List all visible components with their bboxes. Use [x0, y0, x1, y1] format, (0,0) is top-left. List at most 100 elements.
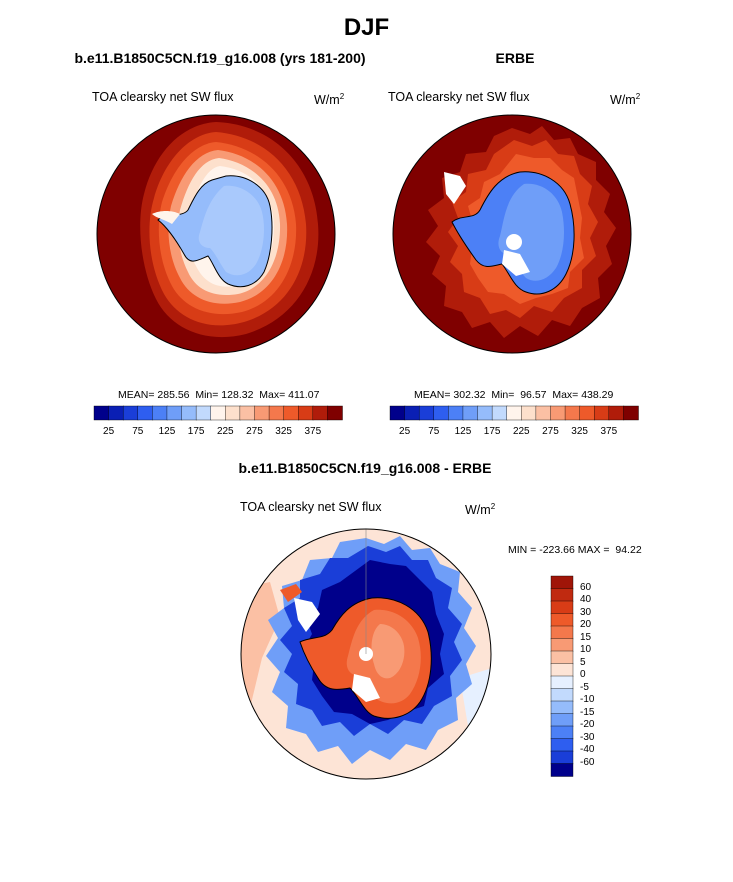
panel-diff-colorbar-tick-label: -20 [580, 719, 595, 730]
panel-diff-colorbar-tick-label: 40 [580, 594, 592, 605]
panel-model-colorbar-swatch [239, 405, 256, 421]
panel-diff-colorbar-tick-label: 10 [580, 644, 592, 655]
panel-diff-colorbar-swatch [550, 625, 574, 640]
panel-model-colorbar-tick-label: 25 [103, 426, 115, 437]
panel-diff-colorbar-swatch [550, 763, 574, 777]
panel-obs-colorbar-swatch [608, 405, 625, 421]
panel-model-title: b.e11.B1850C5CN.f19_g16.008 (yrs 181-200… [74, 50, 366, 66]
panel-obs-colorbar [389, 405, 639, 421]
panel-diff-colorbar-swatch [550, 613, 574, 627]
panel-diff-colorbar-ticks: 60 40 30 20 15 10 5 0 -5 -10 -15 -20 -30 -40 -60 [580, 576, 620, 776]
panel-model-colorbar-swatch [327, 405, 343, 421]
panel-model-colorbar-swatch [122, 405, 139, 421]
panel-model-colorbar [93, 405, 343, 421]
panel-obs-colorbar-tick-label: 175 [483, 426, 501, 437]
panel-diff-colorbar-tick-label: 20 [580, 619, 592, 630]
panel-obs-stats: MEAN= 302.32 Min= 96.57 Max= 438.29 [414, 389, 614, 401]
panel-obs-colorbar-tick-label: 125 [454, 426, 472, 437]
panel-diff-colorbar-tick-label: 60 [580, 581, 592, 593]
figure-title: DJF [343, 14, 390, 41]
panel-diff-colorbar-tick-label: -30 [580, 731, 595, 743]
panel-diff-colorbar-swatch [550, 713, 574, 727]
panel-diff-colorbar [550, 575, 574, 777]
panel-obs-colorbar-ticks: 25 75 125 175 225 275 325 375 [390, 426, 638, 440]
panel-model-colorbar-swatch [93, 405, 110, 421]
panel-model-colorbar-tick-label: 175 [187, 426, 205, 437]
panel-model-colorbar-swatch [166, 405, 183, 421]
panel-diff-colorbar-tick-label: -5 [580, 681, 589, 693]
panel-obs-colorbar-swatch [594, 405, 610, 421]
panel-model-colorbar-swatch [254, 405, 270, 421]
panel-diff-colorbar-swatch [550, 675, 574, 690]
panel-obs-colorbar-swatch [579, 405, 595, 421]
panel-obs-map [392, 114, 632, 354]
panel-diff-units: W/m2 [465, 502, 496, 518]
panel-model-colorbar-swatch [210, 405, 226, 421]
panel-obs-colorbar-tick-label: 375 [600, 426, 618, 437]
panel-diff-colorbar-tick-label: 5 [580, 656, 586, 668]
panel-diff-colorbar-swatch [550, 663, 574, 677]
panel-model-variable: TOA clearsky net SW flux [92, 90, 234, 104]
panel-model-colorbar-swatch [152, 405, 168, 421]
panel-obs-colorbar-swatch [477, 405, 493, 421]
panel-diff-colorbar-tick-label: 0 [580, 669, 586, 680]
panel-diff-colorbar-tick-label: 15 [580, 631, 592, 643]
panel-model-stats: MEAN= 285.56 Min= 128.32 Max= 411.07 [118, 389, 320, 401]
panel-diff-colorbar-tick-label: -60 [580, 756, 595, 768]
panel-model-colorbar-tick-label: 275 [246, 426, 263, 437]
panel-model-colorbar-swatch [312, 405, 329, 421]
panel-model-map [96, 114, 336, 354]
panel-model-colorbar-swatch [225, 405, 241, 421]
panel-model-colorbar-tick-label: 75 [132, 426, 144, 437]
panel-obs-colorbar-tick-label: 225 [512, 426, 530, 437]
panel-obs-colorbar-swatch [521, 405, 537, 421]
panel-diff-colorbar-swatch [550, 750, 574, 765]
panel-diff-colorbar-swatch [550, 700, 574, 715]
panel-diff-colorbar-tick-label: -40 [580, 744, 595, 755]
panel-obs-colorbar-swatch [404, 405, 420, 421]
panel-model-colorbar-swatch [283, 405, 299, 421]
panel-model-colorbar-tick-label: 225 [216, 426, 234, 437]
panel-diff-colorbar-swatch [550, 688, 574, 702]
panel-model-colorbar-swatch [137, 405, 154, 421]
panel-diff-title: b.e11.B1850C5CN.f19_g16.008 - ERBE [238, 460, 492, 476]
panel-model-colorbar-tick-label: 125 [158, 426, 176, 437]
panel-obs-colorbar-swatch [550, 405, 566, 421]
panel-model-colorbar-swatch [195, 405, 212, 421]
panel-model-colorbar-ticks: 25 75 125 175 225 275 325 375 [94, 426, 342, 440]
panel-obs-colorbar-swatch [389, 405, 406, 421]
panel-obs-colorbar-tick-label: 325 [571, 426, 588, 437]
panel-model-colorbar-swatch [268, 405, 285, 421]
panel-diff-colorbar-swatch [550, 600, 574, 615]
panel-obs-colorbar-swatch [564, 405, 581, 421]
panel-diff-colorbar-tick-label: -15 [580, 706, 595, 718]
panel-diff-colorbar-tick-label: 30 [580, 606, 592, 618]
panel-diff-colorbar-swatch [550, 738, 574, 752]
panel-obs-colorbar-swatch [462, 405, 479, 421]
panel-diff-map [240, 528, 492, 780]
panel-obs-colorbar-swatch [506, 405, 522, 421]
panel-model-colorbar-swatch [298, 405, 314, 421]
panel-diff-variable: TOA clearsky net SW flux [240, 500, 382, 514]
panel-diff-stats: MIN = -223.66 MAX = 94.22 [508, 544, 642, 556]
panel-model-colorbar-tick-label: 375 [304, 426, 322, 437]
panel-model-colorbar-swatch [108, 405, 124, 421]
panel-diff-colorbar-swatch [550, 575, 574, 590]
panel-obs-colorbar-swatch [433, 405, 450, 421]
panel-diff-colorbar-tick-label: -10 [580, 694, 595, 705]
panel-model-units: W/m2 [314, 92, 345, 108]
panel-diff-colorbar-swatch [550, 588, 574, 602]
panel-obs-colorbar-tick-label: 275 [542, 426, 559, 437]
panel-obs-colorbar-swatch [535, 405, 552, 421]
panel-obs-colorbar-swatch [418, 405, 435, 421]
panel-diff-colorbar-swatch [550, 638, 574, 652]
panel-model-colorbar-tick-label: 325 [275, 426, 292, 437]
panel-obs-colorbar-tick-label: 25 [399, 426, 411, 437]
panel-obs-colorbar-swatch [491, 405, 508, 421]
panel-obs-colorbar-tick-label: 75 [428, 426, 440, 437]
panel-obs-title: ERBE [495, 50, 535, 66]
panel-diff-colorbar-swatch [550, 650, 574, 665]
panel-obs-colorbar-swatch [623, 405, 639, 421]
panel-obs-variable: TOA clearsky net SW flux [388, 90, 530, 104]
panel-obs-units: W/m2 [610, 92, 641, 108]
